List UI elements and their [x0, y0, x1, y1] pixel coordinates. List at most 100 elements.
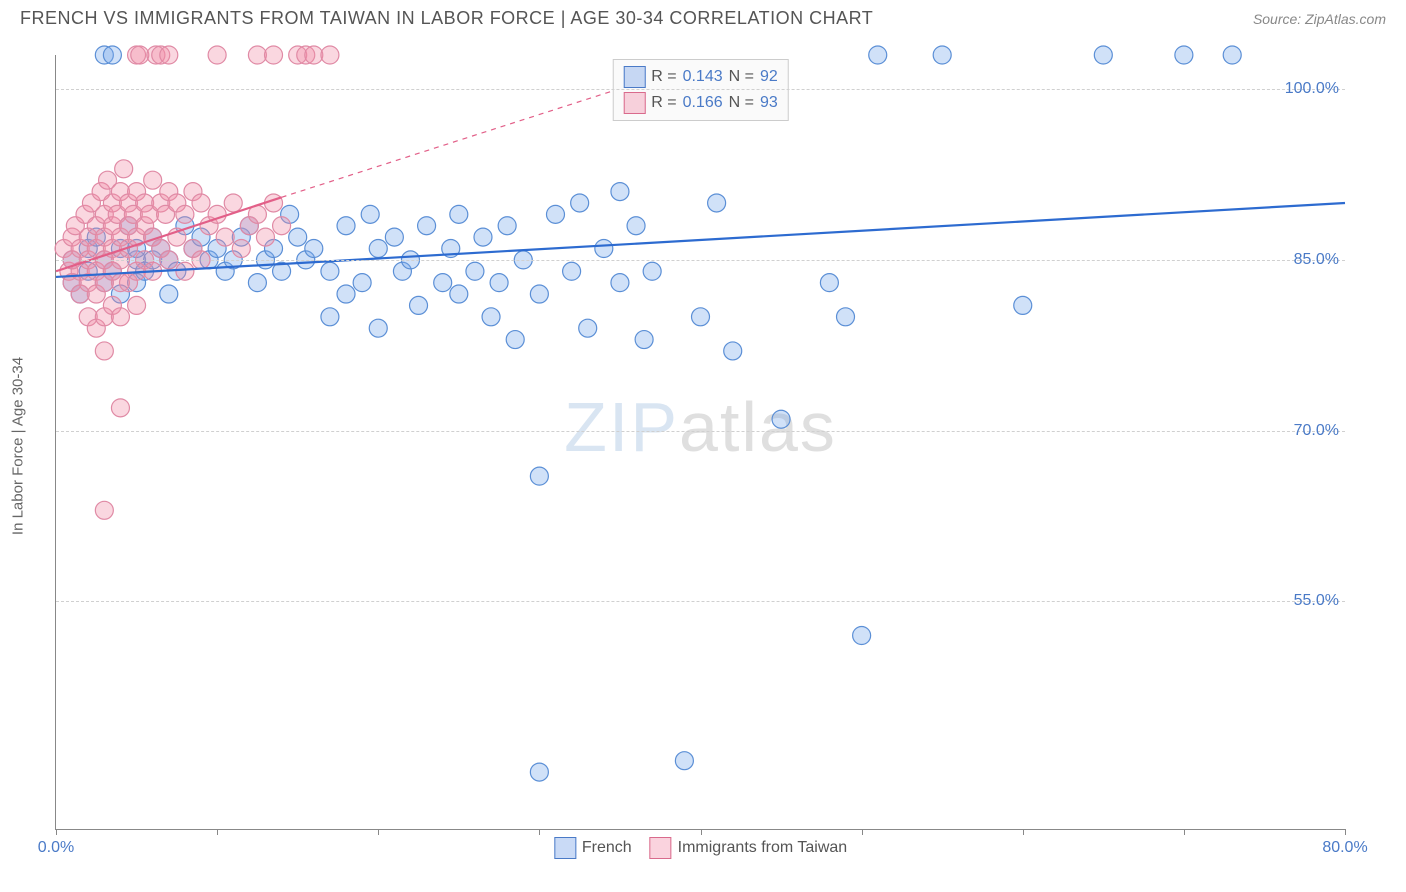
data-point: [708, 194, 726, 212]
x-tick: [1345, 829, 1346, 835]
y-tick-label: 70.0%: [1294, 422, 1339, 440]
legend-row-french: R = 0.143 N = 92: [623, 64, 778, 90]
data-point: [256, 228, 274, 246]
data-point: [265, 46, 283, 64]
data-point: [103, 46, 121, 64]
data-point: [248, 46, 266, 64]
x-tick: [378, 829, 379, 835]
data-point: [95, 342, 113, 360]
data-point: [546, 205, 564, 223]
gridline: [56, 431, 1345, 432]
swatch-french: [623, 66, 645, 88]
r-value-taiwan: 0.166: [683, 94, 723, 112]
data-point: [530, 763, 548, 781]
data-point: [144, 171, 162, 189]
data-point: [530, 467, 548, 485]
data-point: [192, 194, 210, 212]
data-point: [530, 285, 548, 303]
gridline: [56, 260, 1345, 261]
r-label: R =: [651, 94, 676, 112]
data-point: [837, 308, 855, 326]
r-value-french: 0.143: [683, 68, 723, 86]
data-point: [474, 228, 492, 246]
data-point: [571, 194, 589, 212]
legend-item-french: French: [554, 837, 632, 859]
data-point: [627, 217, 645, 235]
x-tick: [1184, 829, 1185, 835]
gridline: [56, 89, 1345, 90]
data-point: [160, 285, 178, 303]
n-value-taiwan: 93: [760, 94, 778, 112]
n-label: N =: [729, 68, 754, 86]
n-label: N =: [729, 94, 754, 112]
legend-row-taiwan: R = 0.166 N = 93: [623, 90, 778, 116]
chart-header: FRENCH VS IMMIGRANTS FROM TAIWAN IN LABO…: [0, 0, 1406, 33]
data-point: [933, 46, 951, 64]
legend-label-taiwan: Immigrants from Taiwan: [678, 839, 848, 857]
chart-title: FRENCH VS IMMIGRANTS FROM TAIWAN IN LABO…: [20, 8, 873, 29]
swatch-taiwan-icon: [650, 837, 672, 859]
data-point: [579, 319, 597, 337]
data-point: [450, 285, 468, 303]
trend-line-extrapolated: [282, 83, 636, 197]
data-point: [772, 410, 790, 428]
y-tick-label: 55.0%: [1294, 592, 1339, 610]
data-point: [305, 46, 323, 64]
data-point: [498, 217, 516, 235]
y-axis-label: In Labor Force | Age 30-34: [10, 357, 27, 535]
x-tick: [217, 829, 218, 835]
swatch-french-icon: [554, 837, 576, 859]
y-tick-label: 85.0%: [1294, 251, 1339, 269]
x-tick-label: 80.0%: [1322, 839, 1367, 857]
swatch-taiwan: [623, 92, 645, 114]
data-point: [248, 274, 266, 292]
source-attribution: Source: ZipAtlas.com: [1253, 11, 1386, 27]
scatter-plot: ZIPatlas R = 0.143 N = 92 R = 0.166 N = …: [55, 55, 1345, 830]
data-point: [337, 217, 355, 235]
data-point: [160, 46, 178, 64]
data-point: [1094, 46, 1112, 64]
data-point: [490, 274, 508, 292]
data-point: [361, 205, 379, 223]
data-point: [675, 752, 693, 770]
data-point: [1223, 46, 1241, 64]
gridline: [56, 601, 1345, 602]
chart-svg: [56, 55, 1345, 829]
source-name: ZipAtlas.com: [1305, 11, 1386, 27]
data-point: [410, 296, 428, 314]
x-tick: [862, 829, 863, 835]
data-point: [611, 183, 629, 201]
data-point: [595, 240, 613, 258]
data-point: [176, 205, 194, 223]
x-tick: [56, 829, 57, 835]
legend-series: French Immigrants from Taiwan: [554, 837, 847, 859]
n-value-french: 92: [760, 68, 778, 86]
data-point: [232, 240, 250, 258]
data-point: [369, 240, 387, 258]
data-point: [692, 308, 710, 326]
data-point: [385, 228, 403, 246]
x-tick: [701, 829, 702, 835]
data-point: [321, 46, 339, 64]
data-point: [635, 331, 653, 349]
data-point: [95, 501, 113, 519]
data-point: [337, 285, 355, 303]
data-point: [115, 160, 133, 178]
data-point: [853, 627, 871, 645]
data-point: [1014, 296, 1032, 314]
data-point: [111, 399, 129, 417]
legend-label-french: French: [582, 839, 632, 857]
data-point: [482, 308, 500, 326]
data-point: [111, 308, 129, 326]
data-point: [176, 262, 194, 280]
data-point: [216, 228, 234, 246]
data-point: [820, 274, 838, 292]
x-tick-label: 0.0%: [38, 839, 74, 857]
data-point: [321, 308, 339, 326]
data-point: [869, 46, 887, 64]
data-point: [353, 274, 371, 292]
data-point: [466, 262, 484, 280]
data-point: [643, 262, 661, 280]
data-point: [563, 262, 581, 280]
data-point: [321, 262, 339, 280]
